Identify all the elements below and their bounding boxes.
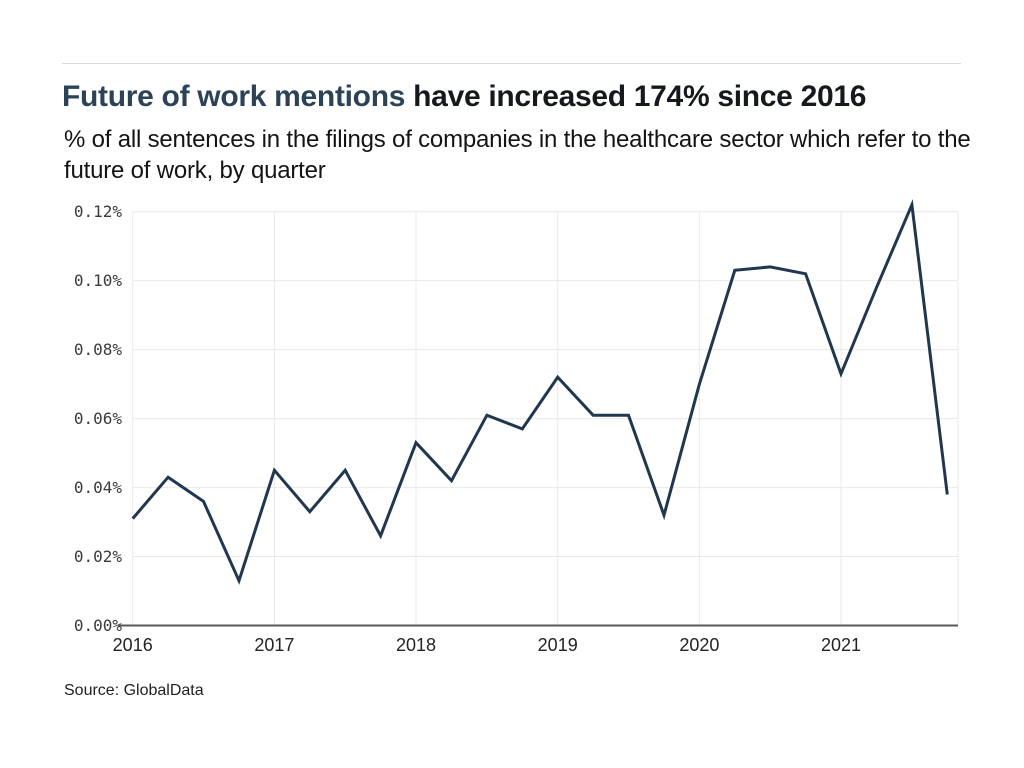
y-tick-label: 0.02% [74,547,123,566]
y-tick-label: 0.12% [74,202,123,221]
x-tick-label: 2016 [113,635,153,655]
page-title: Future of work mentions have increased 1… [62,80,982,114]
page-title-rest: have increased 174% since 2016 [405,80,867,113]
data-line [131,199,949,585]
y-tick-label: 0.08% [74,340,123,359]
x-tick-label: 2018 [396,635,436,655]
header-divider [62,63,961,64]
page-title-highlight: Future of work mentions [62,80,406,113]
page-subtitle: % of all sentences in the filings of com… [64,126,971,184]
y-tick-label: 0.00% [74,616,123,635]
x-tick-label: 2017 [254,635,294,655]
source-text: Source: GlobalData [64,682,204,699]
y-tick-label: 0.10% [74,271,123,290]
x-tick-label: 2020 [679,635,719,655]
y-tick-label: 0.04% [74,478,123,497]
y-tick-label: 0.06% [74,409,123,428]
x-tick-label: 2021 [821,635,861,655]
x-tick-label: 2019 [538,635,578,655]
